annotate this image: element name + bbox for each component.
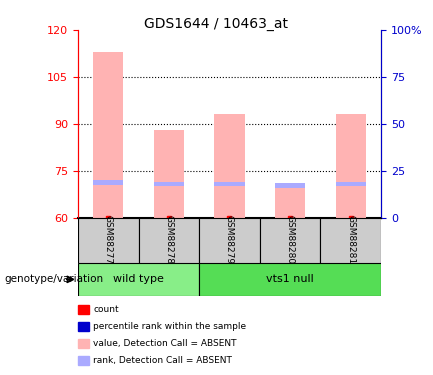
Bar	[214, 114, 245, 218]
Bar	[93, 180, 123, 185]
Bar	[93, 52, 123, 217]
Text: percentile rank within the sample: percentile rank within the sample	[93, 322, 246, 331]
FancyBboxPatch shape	[199, 217, 260, 262]
Bar	[275, 186, 305, 218]
FancyBboxPatch shape	[78, 262, 199, 296]
Text: GSM88277: GSM88277	[104, 215, 113, 265]
Text: wild type: wild type	[113, 274, 164, 284]
FancyBboxPatch shape	[260, 217, 320, 262]
Bar	[336, 114, 366, 218]
Text: genotype/variation: genotype/variation	[4, 274, 103, 284]
Text: GSM88281: GSM88281	[346, 215, 355, 265]
Bar	[275, 183, 305, 188]
Text: GDS1644 / 10463_at: GDS1644 / 10463_at	[145, 17, 288, 31]
Bar	[336, 182, 366, 186]
Bar	[154, 130, 184, 218]
Text: GSM88278: GSM88278	[165, 215, 173, 265]
FancyBboxPatch shape	[139, 217, 199, 262]
Text: GSM88279: GSM88279	[225, 215, 234, 265]
FancyBboxPatch shape	[199, 262, 381, 296]
Text: count: count	[93, 305, 119, 314]
FancyBboxPatch shape	[320, 217, 381, 262]
Bar	[214, 182, 245, 186]
Text: GSM88280: GSM88280	[286, 215, 294, 265]
Text: value, Detection Call = ABSENT: value, Detection Call = ABSENT	[93, 339, 236, 348]
Text: rank, Detection Call = ABSENT: rank, Detection Call = ABSENT	[93, 356, 232, 365]
Bar	[154, 182, 184, 186]
FancyBboxPatch shape	[78, 217, 139, 262]
Text: vts1 null: vts1 null	[266, 274, 314, 284]
